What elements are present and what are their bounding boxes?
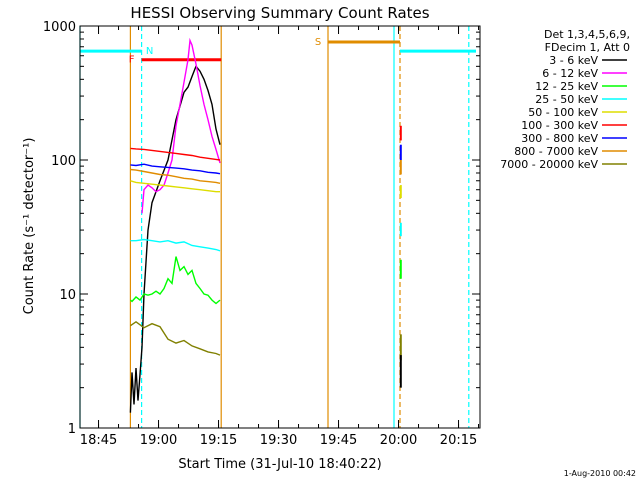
timestamp: 1-Aug-2010 00:42 <box>564 469 636 478</box>
y-tick-label-2: 100 <box>51 154 76 169</box>
y-axis-label: Count Rate (s⁻¹ detector⁻¹) <box>22 138 37 315</box>
flag-label-s: S <box>315 37 321 48</box>
plot-frame <box>79 25 481 429</box>
legend-label-5: 100 - 300 keV <box>521 119 598 132</box>
legend-label-0: 3 - 6 keV <box>549 54 598 67</box>
x-tick-label-5: 20:00 <box>380 433 417 448</box>
series-line-5 <box>130 147 221 161</box>
x-tick-label-2: 19:15 <box>200 433 237 448</box>
legend-header-0: Det 1,3,4,5,6,9, <box>544 28 630 41</box>
legend-label-2: 12 - 25 keV <box>535 80 598 93</box>
series-line-6 <box>130 163 221 175</box>
axes: 1 10 100 1000 18:45 19:00 19:15 19:30 19:45 20:00… <box>43 20 481 448</box>
series-line-4 <box>130 180 220 193</box>
legend: Det 1,3,4,5,6,9,FDecim 1, Att 03 - 6 keV… <box>500 28 630 171</box>
y-tick-label-0: 1 <box>68 422 76 437</box>
series-line-2 <box>129 256 221 305</box>
series-line-0 <box>129 64 221 413</box>
chart-title: HESSI Observing Summary Count Rates <box>130 4 429 22</box>
legend-header-1: FDecim 1, Att 0 <box>545 41 630 54</box>
x-tick-label-0: 18:45 <box>80 433 117 448</box>
x-tick-label-1: 19:00 <box>140 433 177 448</box>
legend-label-3: 25 - 50 keV <box>535 93 598 106</box>
flag-label-n: N <box>146 46 153 57</box>
x-tick-label-6: 20:15 <box>440 433 477 448</box>
legend-label-8: 7000 - 20000 keV <box>500 158 598 171</box>
x-tick-label-4: 19:45 <box>320 433 357 448</box>
x-tick-label-3: 19:30 <box>260 433 297 448</box>
series-line-7 <box>130 168 221 184</box>
plot-area: NF S <box>79 26 476 428</box>
y-tick-label-1: 10 <box>59 288 76 303</box>
legend-label-7: 800 - 7000 keV <box>514 145 598 158</box>
y-tick-label-3: 1000 <box>43 20 76 35</box>
legend-label-6: 300 - 800 keV <box>521 132 598 145</box>
series-line-8 <box>129 320 221 356</box>
x-axis-label: Start Time (31-Jul-10 18:40:22) <box>178 457 381 472</box>
flag-label-f: F <box>129 55 135 66</box>
legend-label-1: 6 - 12 keV <box>542 67 598 80</box>
series-line-3 <box>130 238 221 252</box>
legend-label-4: 50 - 100 keV <box>528 106 598 119</box>
series-line-1 <box>141 37 221 214</box>
